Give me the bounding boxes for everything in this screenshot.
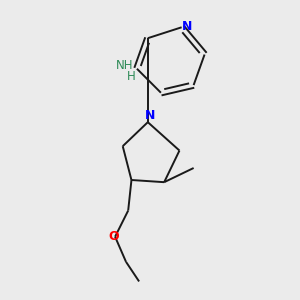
Text: H: H (127, 70, 136, 83)
Text: N: N (182, 20, 192, 33)
Text: N: N (145, 109, 155, 122)
Text: NH: NH (116, 59, 134, 72)
Text: O: O (109, 230, 119, 243)
